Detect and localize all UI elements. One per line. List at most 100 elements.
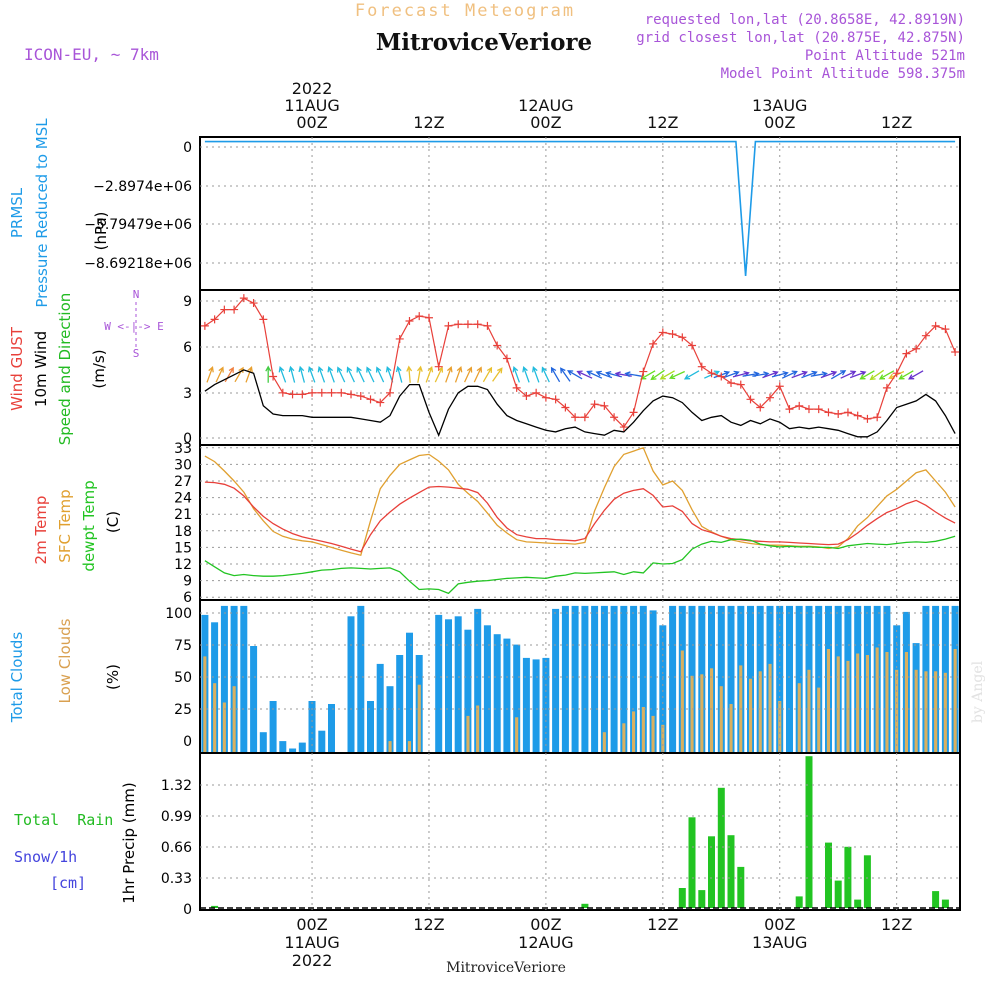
temperature-frame (199, 444, 961, 601)
total-cloud-bar (357, 605, 365, 753)
wind-direction-arrow (265, 365, 272, 383)
wind-direction-arrow (878, 370, 895, 380)
wind-gust-marker (951, 348, 960, 356)
wind-gust-marker (483, 321, 492, 330)
temperature-tick: 24 (174, 491, 192, 507)
wind-gust-marker (707, 369, 716, 378)
wind-direction-arrow (668, 370, 685, 380)
wind-gust-marker (639, 367, 648, 376)
precip-tick: 0.33 (161, 871, 192, 887)
total-cloud-bar (727, 605, 735, 753)
wind-gust-marker (493, 341, 502, 350)
wind-gust-marker (317, 388, 326, 397)
wind-direction-arrow (346, 366, 355, 383)
total-cloud-bar (659, 625, 667, 753)
total-cloud-bar (396, 655, 404, 753)
total-cloud-bar (464, 629, 472, 753)
clouds-tick: 0 (183, 734, 192, 750)
low-cloud-bar (632, 711, 636, 753)
wind-gust-marker (522, 392, 531, 401)
low-cloud-bar (417, 684, 421, 753)
wind-gust-marker (434, 362, 443, 371)
wind-direction-arrow (512, 366, 521, 383)
low-cloud-bar (943, 672, 947, 753)
wind-direction-arrow (473, 366, 483, 383)
wind-gust-marker (298, 390, 307, 399)
wind-direction-arrow (908, 370, 924, 380)
wind-direction-arrow (215, 366, 224, 383)
low-cloud-bar (797, 683, 801, 753)
temperature-tick: 6 (183, 590, 192, 606)
rain-bar (698, 890, 706, 908)
total-cloud-bar (367, 701, 374, 753)
pressure-frame (199, 136, 961, 291)
wind-gust-markers (200, 294, 960, 432)
wind-dir-label: Speed and Direction (56, 293, 74, 446)
rain-bar (717, 787, 725, 908)
low-cloud-bar (719, 686, 723, 753)
low-cloud-bar (826, 649, 830, 753)
rain-bar (834, 880, 842, 908)
total-cloud-bar (513, 644, 521, 753)
wind-gust-marker (756, 403, 765, 412)
pressure-tick: −2.8974e+06 (93, 179, 192, 195)
total-cloud-bar (347, 616, 355, 753)
top-time-label: 12Z (413, 113, 444, 132)
low-cloud-bar (213, 683, 217, 753)
rain-bar (211, 905, 219, 908)
wind-gust-marker (873, 413, 882, 422)
wind-direction-arrow (541, 366, 550, 383)
wind-gust-marker (288, 390, 297, 399)
compass-west-east: W <-|-> E (104, 320, 164, 333)
wind-gust-marker (444, 321, 453, 330)
pressure-grid (200, 137, 960, 290)
wind-direction-arrow (595, 370, 613, 379)
low-cloud-bar (807, 669, 811, 753)
precip-tick: 0 (183, 902, 192, 918)
wind-gust-marker (610, 413, 619, 422)
top-time-label: 00Z (530, 113, 561, 132)
2m-temp-line (204, 481, 956, 553)
temperature-tick: 27 (174, 474, 192, 490)
pressure-tick: 0 (183, 140, 192, 156)
wind-gust-marker (356, 392, 365, 401)
precip-tick: 0.66 (161, 840, 192, 856)
wind-gust-marker (931, 321, 940, 330)
wind-tick: 9 (183, 294, 192, 310)
top-time-label: 12AUG (518, 96, 573, 115)
total-cloud-bar (669, 605, 677, 753)
wind-gust-marker (220, 305, 229, 314)
total-cloud-bar (328, 704, 335, 753)
precip-grid (200, 753, 960, 910)
wind-10m-label: 10m Wind (32, 331, 50, 407)
top-time-label: 2022 (292, 79, 333, 98)
pressure-tick: −8.69218e+06 (84, 256, 192, 272)
wind-direction-arrow (206, 366, 214, 383)
wind-gust-marker (688, 341, 697, 350)
wind-direction-arrow (454, 366, 463, 383)
top-time-label: 12Z (647, 113, 678, 132)
wind-gust-marker (230, 305, 239, 314)
precip-frame (199, 752, 961, 911)
wind-gust-marker (658, 328, 667, 337)
wind-direction-arrow (298, 365, 306, 383)
top-time-label: 00Z (296, 113, 327, 132)
wind-gust-marker (902, 349, 911, 358)
wind-direction-arrow (278, 366, 287, 383)
total-cloud-bar (435, 614, 443, 753)
wind-gust-marker (775, 382, 784, 391)
rain-bar (854, 899, 862, 908)
temperature-tick: 33 (174, 441, 192, 457)
temp-2m-label: 2m Temp (32, 496, 50, 565)
wind-gust-marker (804, 405, 813, 414)
rain-bar (688, 817, 696, 908)
top-time-label: 00Z (764, 113, 795, 132)
prmsl-label: PRMSL (8, 187, 26, 238)
bottom-time-label: 00Z (764, 915, 795, 934)
total-cloud-bar (561, 605, 569, 753)
low-cloud-bar (622, 723, 626, 753)
wind-gust-marker (882, 383, 891, 392)
wind-gust-marker (766, 393, 774, 402)
